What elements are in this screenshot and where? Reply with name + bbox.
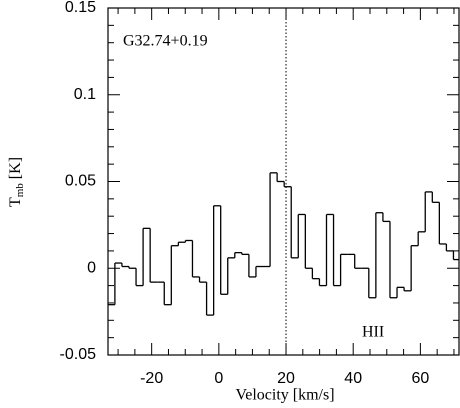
x-tick-label: 40 [344, 370, 362, 387]
y-tick-label: 0.1 [74, 86, 96, 103]
y-label-unit: [K] [7, 157, 24, 179]
y-label-sub: mb [14, 183, 26, 198]
spectrum [108, 172, 459, 316]
x-axis-label: Velocity [km/s] [235, 387, 334, 404]
y-tick-label: -0.05 [60, 346, 97, 363]
y-tick-label: 0 [87, 259, 96, 276]
x-tick-label: 20 [277, 370, 295, 387]
x-tick-label: 0 [214, 370, 223, 387]
y-axis-label: Tmb [K] [7, 157, 26, 207]
y-tick-label: 0.15 [65, 0, 96, 16]
y-tick-label: 0.05 [65, 173, 96, 190]
x-tick-label: 60 [411, 370, 429, 387]
chart-title: G32.74+0.19 [123, 33, 208, 50]
x-tick-label: -20 [140, 370, 163, 387]
annotation: HII [362, 324, 384, 341]
y-label-main: T [7, 197, 24, 207]
